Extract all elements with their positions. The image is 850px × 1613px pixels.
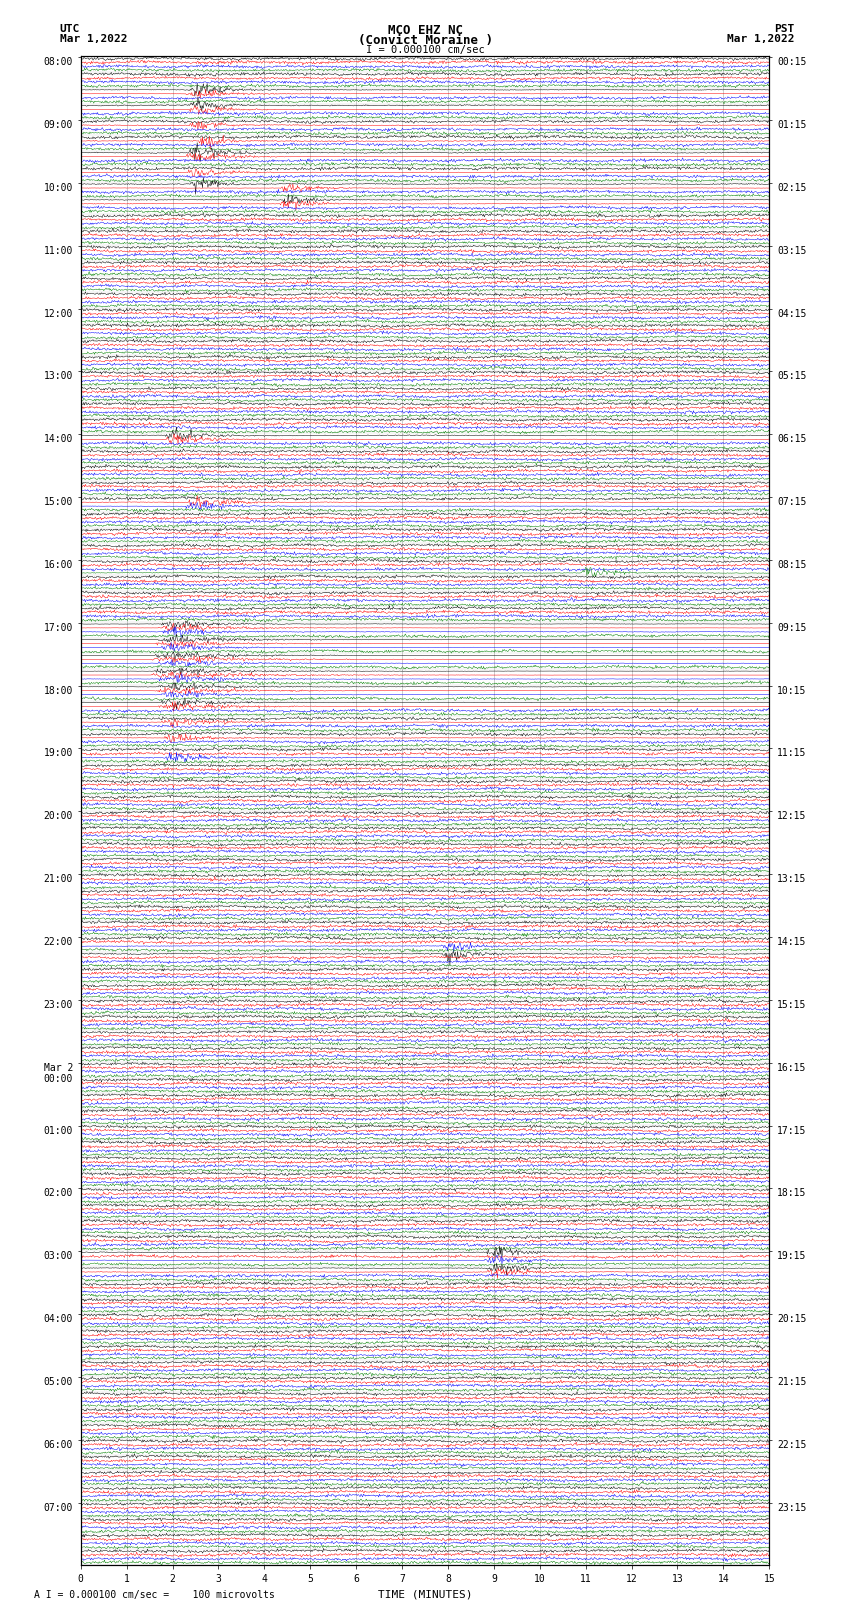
Text: I = 0.000100 cm/sec: I = 0.000100 cm/sec — [366, 45, 484, 55]
Text: A I = 0.000100 cm/sec =    100 microvolts: A I = 0.000100 cm/sec = 100 microvolts — [34, 1590, 275, 1600]
Text: MCO EHZ NC: MCO EHZ NC — [388, 24, 462, 37]
Text: Mar 1,2022: Mar 1,2022 — [60, 34, 127, 44]
Text: PST: PST — [774, 24, 795, 34]
Text: (Convict Moraine ): (Convict Moraine ) — [358, 34, 492, 47]
Text: Mar 1,2022: Mar 1,2022 — [728, 34, 795, 44]
X-axis label: TIME (MINUTES): TIME (MINUTES) — [377, 1589, 473, 1598]
Text: UTC: UTC — [60, 24, 80, 34]
